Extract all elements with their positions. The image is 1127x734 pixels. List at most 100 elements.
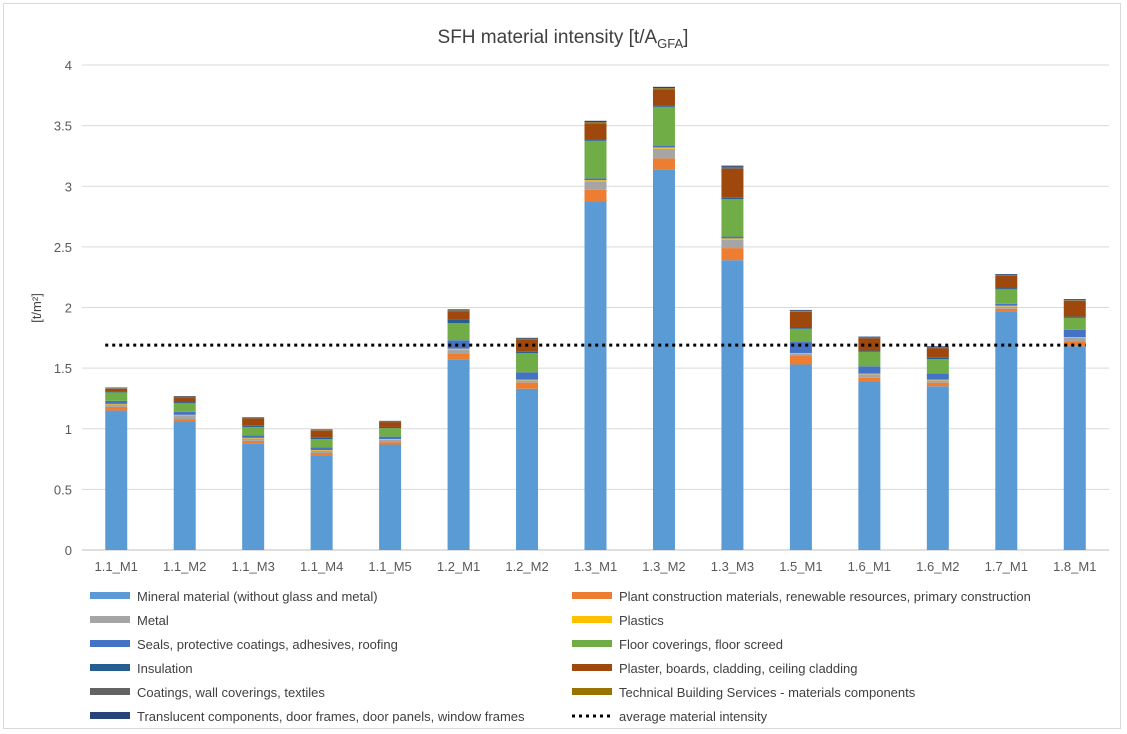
bar-segment [242,418,265,426]
bar-segment [926,357,949,360]
bar-segment [1063,317,1086,330]
bar-segment [721,166,744,168]
bar-segment [584,140,607,179]
bar-segment [447,349,470,354]
x-tick-label: 1.1_M1 [95,559,138,574]
bar-segment [379,422,402,427]
bar-segment [242,438,265,441]
bar-segment [926,373,949,380]
bar-segment [926,386,949,550]
legend-label: Metal [137,613,169,628]
bar-segment [379,439,402,440]
x-tick-label: 1.1_M2 [163,559,206,574]
bar-segment [926,379,949,381]
bar-segment [926,359,949,374]
bar-segment [516,352,539,373]
y-tick-label: 1 [65,422,72,437]
bar-segment [995,289,1018,304]
bar-segment [858,351,881,367]
bar-segment [652,89,675,106]
bar-segment [995,306,1018,309]
x-tick-label: 1.8_M1 [1053,559,1096,574]
bar-segment [652,88,675,89]
legend-label: Seals, protective coatings, adhesives, r… [137,637,398,652]
x-tick-label: 1.1_M3 [231,559,274,574]
bar-segment [447,319,470,324]
bar-segment [789,328,812,343]
bar-segment [584,123,607,140]
bar-segment [310,437,333,440]
bar-segment [105,410,128,550]
bar-segment [652,147,675,149]
bar-segment [105,406,128,411]
legend-swatch [90,640,130,647]
y-tick-label: 2 [65,301,72,316]
bar-segment [447,310,470,312]
legend-label: Technical Building Services - materials … [619,685,916,700]
bar-segment [584,139,607,141]
bar-segment [379,444,402,550]
bar-segment [584,189,607,203]
bar-segment [447,348,470,350]
bar-segment [447,353,470,360]
legend-label: Plaster, boards, cladding, ceiling cladd… [619,661,857,676]
bar-segment [105,403,128,405]
bar-segment [310,453,333,456]
bar-segment [447,323,470,341]
bar-segment [105,400,128,404]
y-tick-label: 1.5 [54,361,72,376]
bar-segment [447,359,470,550]
bar-segment [1063,299,1086,300]
bar-segment [652,148,675,159]
y-axis-ticks: 0 0.5 1 1.5 2 2.5 3 3.5 4 [54,58,72,558]
bar-segment [789,327,812,329]
legend-swatch [572,688,612,695]
bar-segment [721,239,744,249]
bar-segment [516,339,539,340]
legend-swatch [90,688,130,695]
bar-segment [1063,300,1086,317]
y-tick-label: 0.5 [54,482,72,497]
bar-segment [652,106,675,146]
bar-segment [789,311,812,312]
bar-segment [173,402,196,404]
bar-segment [516,351,539,353]
legend-swatch [90,616,130,623]
bar-segment [173,403,196,412]
bar-segment [789,364,812,550]
bar-segment [447,311,470,320]
bar-segment [173,411,196,415]
bar-segment [242,440,265,444]
bar-segment [310,449,333,451]
x-tick-label: 1.3_M1 [574,559,617,574]
bar-segment [105,392,128,401]
bar-segment [789,311,812,328]
y-tick-label: 0 [65,543,72,558]
bar-segment [242,425,265,427]
bar-segment [1063,346,1086,550]
bar-segment [379,426,402,429]
bar-segment [242,426,265,436]
bar-segment [858,366,881,374]
bar-segment [105,388,128,392]
bar-segment [516,379,539,381]
bar-segment [173,397,196,403]
bar-segment [926,348,949,358]
bar-segment [173,414,196,416]
bar-segment [584,121,607,123]
y-tick-label: 3.5 [54,119,72,134]
bar-segment [721,248,744,261]
bar-segment [721,165,744,167]
bar-segment [789,353,812,356]
bar-segment [310,430,333,438]
bar-segment [926,382,949,387]
x-tick-label: 1.5_M1 [779,559,822,574]
x-tick-label: 1.7_M1 [985,559,1028,574]
legend-swatch [572,592,612,599]
bar-segment [858,377,881,382]
bar-segment [858,373,881,375]
bar-segment [721,238,744,240]
bar-segment [310,455,333,550]
bar-segment [516,388,539,550]
bar-segment [173,419,196,422]
